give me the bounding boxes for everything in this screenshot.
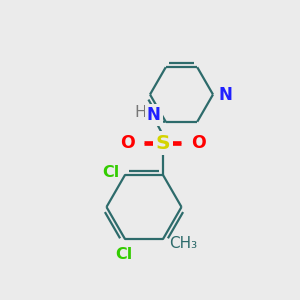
Text: N: N	[218, 85, 232, 103]
Text: Cl: Cl	[103, 165, 120, 180]
Text: N: N	[147, 106, 161, 124]
Text: H: H	[134, 105, 146, 120]
Text: CH₃: CH₃	[169, 236, 197, 250]
Text: O: O	[191, 134, 206, 152]
Text: O: O	[120, 134, 134, 152]
Text: Cl: Cl	[115, 247, 132, 262]
Text: S: S	[155, 134, 170, 152]
